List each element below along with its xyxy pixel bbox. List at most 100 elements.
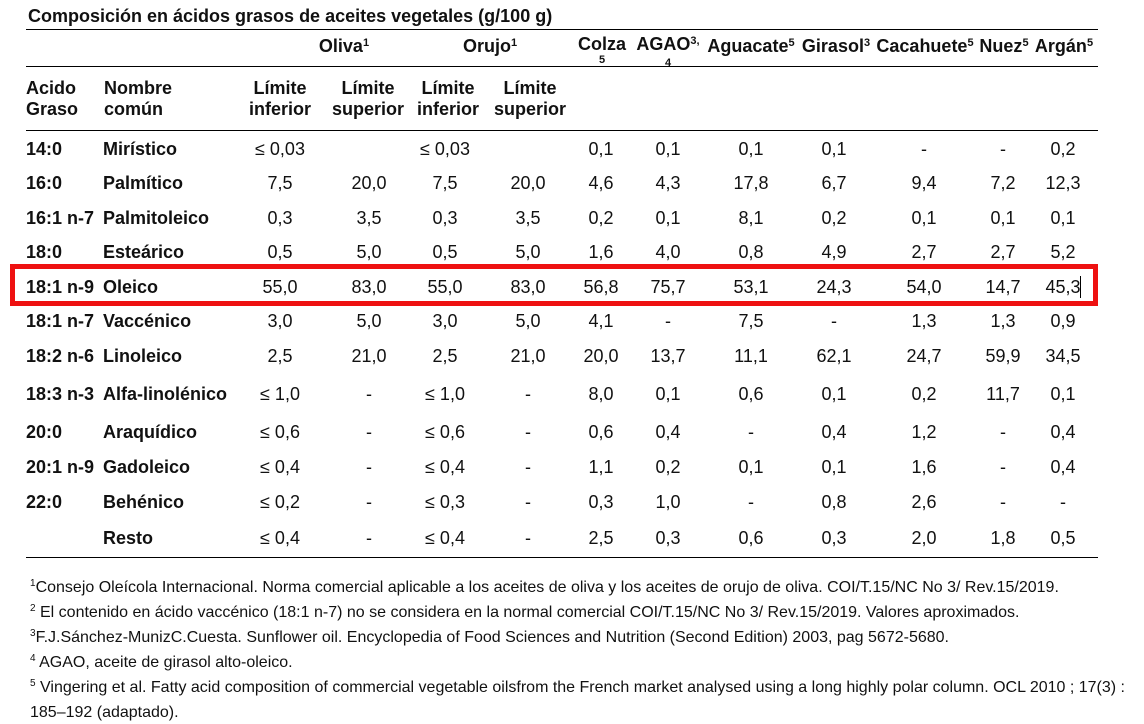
header-agao: AGAO3, 4 <box>636 34 700 69</box>
table-cell: 3,5 <box>515 208 541 228</box>
footnote: 1Consejo Oleícola Internacional. Norma c… <box>30 576 1130 601</box>
footnotes: 1Consejo Oleícola Internacional. Norma c… <box>30 576 1130 724</box>
table-cell: 1,8 <box>990 528 1016 548</box>
table-cell: 0,4 <box>1050 422 1076 442</box>
table-cell: 4,1 <box>588 311 614 331</box>
table-cell: 0,3 <box>588 492 614 512</box>
table-cell: ≤ 0,6 <box>260 422 300 442</box>
header-orujo-limite-inferior: Límite inferior <box>416 78 479 119</box>
header-oliva-limite-superior: Límite superior <box>331 78 405 119</box>
table-cell: 0,1 <box>655 384 681 404</box>
table-cell: - <box>1000 422 1006 442</box>
table-cell: ≤ 0,03 <box>420 139 470 159</box>
table-cell: - <box>665 311 671 331</box>
table-cell: 13,7 <box>650 346 686 366</box>
table-cell: 5,0 <box>515 242 541 262</box>
table-cell: 24,3 <box>816 277 852 297</box>
table-cell: 0,2 <box>821 208 847 228</box>
table-cell: 0,1 <box>821 139 847 159</box>
table-cell: 5,0 <box>515 311 541 331</box>
table-cell: 2,5 <box>588 528 614 548</box>
table-cell: 11,1 <box>734 346 768 366</box>
row-name: Palmitoleico <box>103 208 210 228</box>
table-cell: 2,7 <box>911 242 937 262</box>
table-cell: 20,0 <box>510 173 546 193</box>
table-cell: 1,3 <box>911 311 937 331</box>
table-cell: 4,9 <box>821 242 847 262</box>
table-cell: 8,1 <box>738 208 764 228</box>
table-cell: 1,1 <box>588 457 614 477</box>
table-cell: - <box>921 139 927 159</box>
table-cell: 0,4 <box>1050 457 1076 477</box>
table-cell: 4,0 <box>655 242 681 262</box>
table-cell: 75,7 <box>650 277 686 297</box>
table-cell: 2,6 <box>911 492 937 512</box>
table-cell: 5,0 <box>356 311 382 331</box>
table-cell: 6,7 <box>821 173 847 193</box>
header-group-rule <box>26 66 1098 67</box>
row-name: Palmítico <box>103 173 184 193</box>
footnote-text: AGAO, aceite de girasol alto-oleico. <box>35 654 293 671</box>
footnote-text: El contenido en ácido vaccénico (18:1 n-… <box>35 604 1020 621</box>
row-name: Resto <box>103 528 154 548</box>
table-cell: 5,0 <box>356 242 382 262</box>
table-cell: 0,1 <box>1050 208 1076 228</box>
table-cell: 0,9 <box>1050 311 1076 331</box>
row-code: 18:1 n-7 <box>26 311 95 331</box>
footnote-text: F.J.Sánchez-MunizC.Cuesta. Sunflower oil… <box>35 629 949 646</box>
header-acido-graso: Acido Graso <box>26 78 79 119</box>
table-title: Composición en ácidos grasos de aceites … <box>28 6 553 26</box>
footnote: 2 El contenido en ácido vaccénico (18:1 … <box>30 601 1130 626</box>
table-cell: 0,4 <box>821 422 847 442</box>
header-argan: Argán5 <box>1034 36 1094 56</box>
table-cell: - <box>1000 492 1006 512</box>
table-cell: ≤ 0,4 <box>425 457 465 477</box>
table-cell: 62,1 <box>816 346 852 366</box>
footnote-number: 3 <box>30 628 36 639</box>
table-cell: 0,6 <box>738 384 764 404</box>
row-code: 16:1 n-7 <box>26 208 95 228</box>
row-name: Alfa-linolénico <box>103 384 228 404</box>
table-cell: 3,5 <box>356 208 382 228</box>
header-cacahuete: Cacahuete5 <box>876 36 974 56</box>
header-orujo-limite-superior: Límite superior <box>493 78 567 119</box>
table-cell: 0,1 <box>990 208 1016 228</box>
header-nuez: Nuez5 <box>979 36 1029 56</box>
row-name: Mirístico <box>103 139 178 159</box>
table-cell: 45,3 <box>1045 277 1081 297</box>
table-cell: - <box>1000 457 1006 477</box>
row-name: Gadoleico <box>103 457 191 477</box>
table-cell: 20,0 <box>351 173 387 193</box>
row-name: Behénico <box>103 492 185 512</box>
footnote: 3F.J.Sánchez-MunizC.Cuesta. Sunflower oi… <box>30 626 1130 651</box>
table-cell: 34,5 <box>1045 346 1081 366</box>
table-cell: ≤ 0,6 <box>425 422 465 442</box>
table-cell: - <box>366 492 372 512</box>
table-cell: 55,0 <box>427 277 463 297</box>
table-cell: - <box>366 384 372 404</box>
table-cell: 83,0 <box>351 277 387 297</box>
row-code: 20:0 <box>26 422 63 442</box>
table-bottom-rule <box>26 557 1098 558</box>
row-name: Esteárico <box>103 242 185 262</box>
row-code: 18:1 n-9 <box>26 277 95 297</box>
table-cell: 21,0 <box>351 346 387 366</box>
table-cell: ≤ 0,4 <box>260 457 300 477</box>
table-cell: 0,2 <box>588 208 614 228</box>
table-cell: 0,1 <box>821 457 847 477</box>
table-cell: 0,1 <box>588 139 614 159</box>
table-cell: - <box>748 492 754 512</box>
table-cell: 0,4 <box>655 422 681 442</box>
table-cell: 0,1 <box>738 457 764 477</box>
table-cell: 0,5 <box>267 242 293 262</box>
table-cell: 0,6 <box>738 528 764 548</box>
table-cell: 0,2 <box>655 457 681 477</box>
header-bottom-rule <box>26 130 1098 131</box>
footnote-number: 4 <box>30 653 36 664</box>
table-cell: - <box>525 492 531 512</box>
table-cell: - <box>1000 139 1006 159</box>
table-cell: - <box>831 311 837 331</box>
table-cell: ≤ 0,4 <box>260 528 300 548</box>
table-cell: 14,7 <box>985 277 1021 297</box>
table-cell: ≤ 1,0 <box>260 384 300 404</box>
